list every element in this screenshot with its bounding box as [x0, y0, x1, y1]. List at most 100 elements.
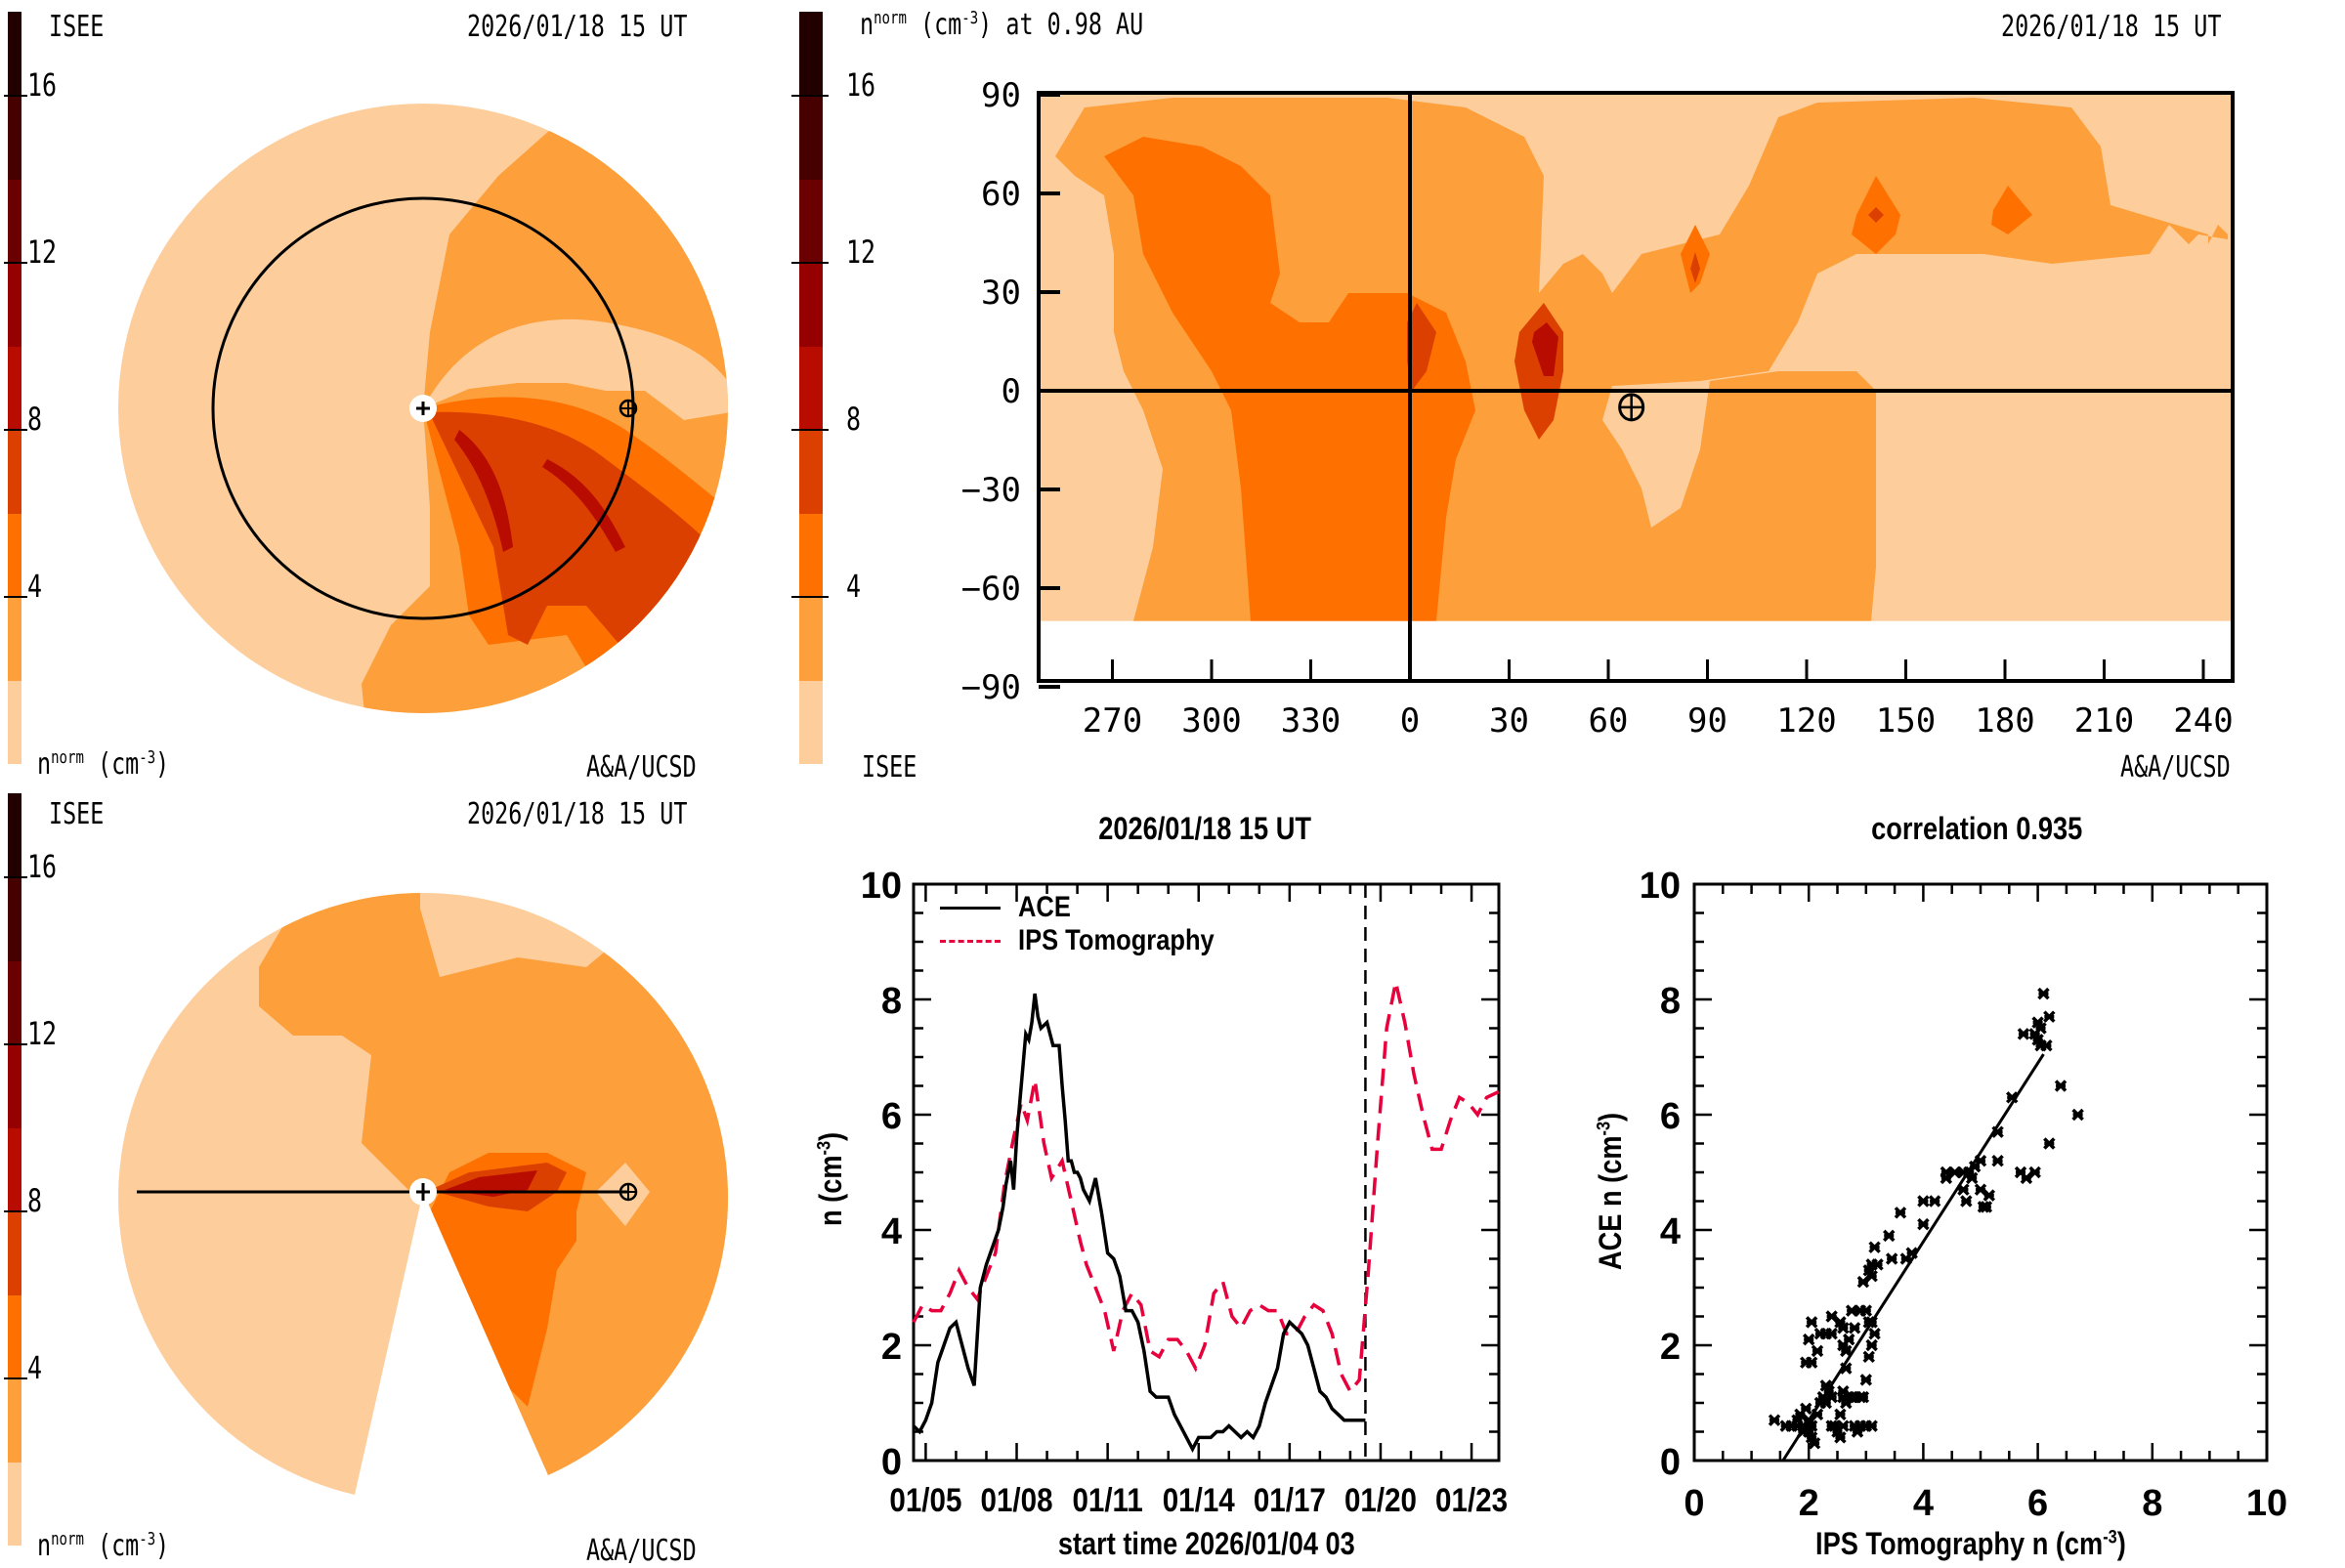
lon-tick-label: 0 [1400, 701, 1420, 741]
colorbar-bottom-left [8, 793, 21, 1547]
timeseries-xlabel: start time 2026/01/04 03 [1057, 1526, 1355, 1561]
scatter-point [1848, 1322, 1861, 1335]
scatter-point [2043, 1010, 2056, 1023]
colorbar-tick-label: 4 [846, 567, 862, 605]
scatter-point [1856, 1390, 1870, 1404]
colorbar-segment [8, 12, 21, 97]
lon-tick-label: 330 [1281, 701, 1341, 741]
colorbar-segment [799, 346, 823, 431]
x-tick-label: 01/11 [1072, 1481, 1142, 1518]
institution-label: ISEE [49, 797, 105, 831]
y-tick-label: 8 [1660, 981, 1681, 1022]
colorbar-segment [799, 12, 823, 97]
y-tick-label: 6 [881, 1096, 902, 1137]
quantity-sup: norm [51, 1529, 84, 1549]
x-tick-label: 8 [2142, 1483, 2162, 1524]
map-frame [1037, 91, 2235, 683]
credit-label: A&A/UCSD [586, 1534, 697, 1568]
scatter-point [1859, 1374, 1873, 1386]
colorbar-tick [791, 261, 829, 264]
scatter-point [1834, 1408, 1847, 1421]
lon-tick-label: 150 [1876, 701, 1936, 741]
scatter-point [1991, 1154, 2004, 1167]
contour-level-2 [1104, 137, 1475, 621]
scatter-point [1811, 1344, 1824, 1358]
scatter-point [2031, 1016, 2044, 1029]
colorbar-segment [8, 262, 21, 347]
scatter-point [1885, 1252, 1898, 1265]
contour-level-0 [423, 318, 728, 420]
scatter-xlabel: IPS Tomography n (cm-3) [1815, 1526, 2126, 1562]
x-tick-label: 01/20 [1344, 1481, 1417, 1518]
scatter-point [2071, 1108, 2084, 1122]
y-tick-label: 2 [881, 1327, 902, 1368]
colorbar-segment [799, 429, 823, 514]
earth-cross [620, 401, 636, 416]
colorbar-segment [8, 876, 21, 961]
colorbar-segment [8, 1043, 21, 1128]
scatter-point [1825, 1327, 1838, 1340]
scatter-point [1868, 1241, 1881, 1253]
colorbar-tick [4, 94, 27, 97]
scatter-point [1842, 1333, 1855, 1346]
x-tick-label: 01/05 [889, 1481, 961, 1518]
colorbar-segment [8, 1210, 21, 1295]
xlabel-sup: -3 [2103, 1527, 2117, 1548]
y-tick-label: 0 [1660, 1442, 1681, 1483]
credit-label: A&A/UCSD [2120, 750, 2231, 784]
scatter-point [1840, 1344, 1853, 1358]
x-tick-label: 4 [1913, 1483, 1934, 1524]
legend-swatch-dashed [940, 940, 1001, 943]
regression-line [1781, 1053, 2045, 1462]
scatter-point [1834, 1431, 1847, 1444]
scatter-point [2028, 1165, 2041, 1179]
scatter-point [1865, 1269, 1878, 1283]
unit-sup: -3 [139, 747, 156, 768]
scatter-point [1837, 1322, 1850, 1335]
scatter-point [1825, 1390, 1838, 1404]
scatter-title: correlation 0.935 [1871, 811, 2083, 846]
colorbar-unit-label: nnorm (cm-3) [37, 1529, 169, 1563]
lat-tick-label: −90 [961, 668, 1021, 707]
lat-tick-label: −30 [961, 471, 1021, 510]
scatter-point [1865, 1420, 1878, 1432]
y-tick-label: 2 [1660, 1327, 1681, 1368]
lon-tick-label: 90 [1687, 701, 1727, 741]
ylabel-sup: -3 [1594, 1121, 1615, 1136]
y-tick-label: 6 [1660, 1096, 1681, 1137]
contour-level-4 [1532, 322, 1558, 376]
contour-level-3 [1690, 252, 1700, 283]
colorbar-top-left [8, 12, 21, 765]
lon-tick-label: 270 [1083, 701, 1142, 741]
lat-tick-label: 60 [981, 175, 1021, 214]
colorbar-tick [4, 1042, 27, 1045]
scatter-point [1859, 1304, 1873, 1317]
x-tick-label: 0 [1684, 1483, 1704, 1524]
colorbar-tick-label: 16 [846, 65, 876, 104]
meridional-density-map [118, 892, 729, 1496]
colorbar-segment [8, 513, 21, 598]
scatter-point [1928, 1195, 1941, 1208]
map-contours [1039, 93, 2233, 621]
colorbar-segment [8, 793, 21, 878]
unit-close: ) [155, 1529, 170, 1563]
credit-label: A&A/UCSD [586, 750, 697, 784]
quantity-sup: norm [874, 8, 907, 28]
lat-tick-label: −60 [961, 570, 1021, 609]
earth-cross [620, 1184, 636, 1200]
timeseries-title: 2026/01/18 15 UT [1098, 811, 1311, 846]
colorbar-tick-label: 16 [27, 65, 58, 104]
colorbar-tick [4, 595, 27, 598]
x-tick-label: 01/17 [1254, 1481, 1326, 1518]
scatter-point [2043, 1137, 2056, 1150]
lat-tick-label: 90 [981, 76, 1021, 115]
legend-swatch-solid [940, 907, 1001, 910]
colorbar-segment [8, 1462, 21, 1547]
colorbar-segment [8, 1377, 21, 1462]
scatter-point [1894, 1207, 1907, 1219]
x-tick-label: 01/08 [981, 1481, 1053, 1518]
colorbar-tick-label: 4 [27, 1348, 43, 1386]
lon-tick-label: 210 [2074, 701, 2134, 741]
contour-level-2 [1991, 186, 2032, 234]
